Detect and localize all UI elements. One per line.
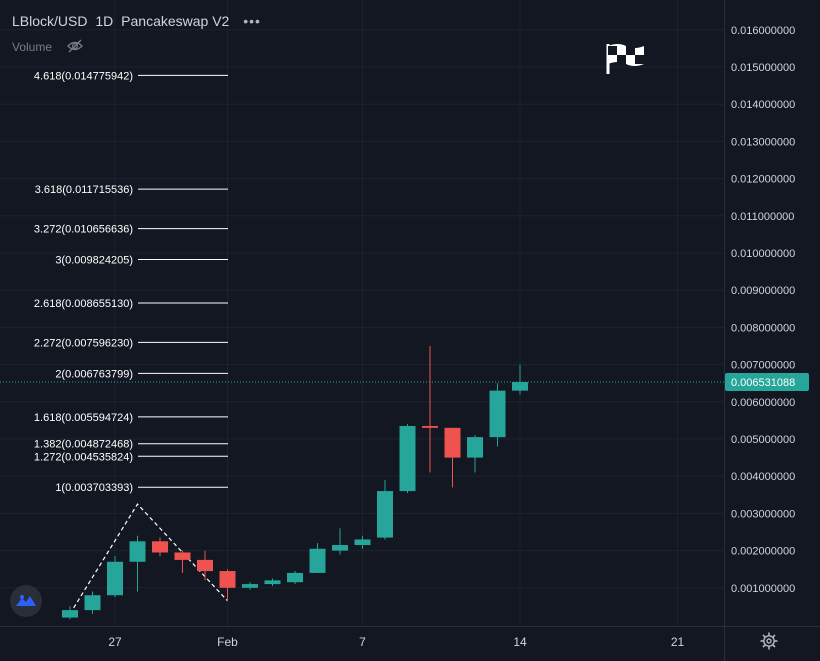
chart-header: LBlock/USD 1D Pancakeswap V2 •••: [12, 13, 265, 29]
y-axis-tick-label: 0.006000000: [731, 397, 795, 409]
current-price-badge: [725, 373, 809, 392]
y-axis-tick-label: 0.005000000: [731, 434, 795, 446]
fib-level-label: 2.272(0.007596230): [34, 337, 133, 349]
fib-level-label: 3.272(0.010656636): [34, 224, 133, 236]
y-axis-tick-label: 0.014000000: [731, 99, 795, 111]
gear-icon[interactable]: [760, 632, 778, 650]
y-axis-tick-label: 0.008000000: [731, 322, 795, 334]
interval-label[interactable]: 1D: [95, 13, 114, 29]
fib-level-label: 1.272(0.004535824): [34, 451, 133, 463]
y-axis-tick-label: 0.003000000: [731, 508, 795, 520]
y-axis-tick-label: 0.015000000: [731, 62, 795, 74]
candle-body-up: [309, 548, 326, 573]
candle-body-up: [399, 425, 416, 492]
candle-body-up: [377, 491, 393, 538]
candle-body-up: [62, 610, 78, 618]
y-axis-tick-label: 0.004000000: [731, 471, 795, 483]
y-axis-tick-label: 0.016000000: [731, 25, 795, 37]
x-axis-tick-label: Feb: [217, 635, 238, 649]
candle-body-up: [489, 390, 506, 438]
fib-level-label: 1(0.003703393): [55, 482, 133, 494]
exchange-name: Pancakeswap V2: [121, 13, 230, 29]
candle-body-down: [422, 425, 438, 428]
more-menu-button[interactable]: •••: [243, 13, 261, 29]
fib-level-label: 4.618(0.014775942): [34, 70, 133, 82]
current-price-label: 0.006531088: [731, 377, 795, 389]
y-axis-tick-label: 0.009000000: [731, 285, 795, 297]
candle-body-up: [264, 580, 281, 585]
y-axis-tick-label: 0.001000000: [731, 583, 795, 595]
fib-level-label: 1.618(0.005594724): [34, 412, 133, 424]
candle-body-up: [107, 561, 123, 596]
fib-trend-line: [69, 503, 228, 615]
y-axis-tick-label: 0.002000000: [731, 546, 795, 558]
fib-level-label: 3.618(0.011715536): [35, 184, 133, 196]
tradingview-logo-icon[interactable]: [10, 585, 42, 617]
candle-body-down: [444, 427, 461, 458]
x-axis-tick-label: 21: [671, 635, 685, 649]
candle-body-up: [467, 437, 483, 458]
y-axis-tick-label: 0.010000000: [731, 248, 795, 260]
symbol-name[interactable]: LBlock/USD: [12, 13, 88, 29]
candle-body-up: [242, 584, 258, 588]
fib-level-label: 2(0.006763799): [55, 368, 133, 380]
y-axis-tick-label: 0.013000000: [731, 136, 795, 148]
x-axis-tick-label: 7: [359, 635, 366, 649]
candle-body-up: [84, 595, 101, 611]
x-axis-tick-label: 14: [513, 635, 527, 649]
candle-body-up: [512, 382, 528, 391]
y-axis-tick-label: 0.007000000: [731, 360, 795, 372]
fib-level-label: 1.382(0.004872468): [34, 439, 133, 451]
candle-body-up: [287, 572, 303, 583]
y-axis-tick-label: 0.011000000: [731, 211, 794, 223]
candle-body-up: [332, 545, 348, 551]
candle-body-down: [197, 559, 213, 572]
candle-body-down: [174, 552, 191, 560]
eye-off-icon[interactable]: [66, 38, 84, 54]
x-axis-tick-label: 27: [108, 635, 122, 649]
fib-level-label: 2.618(0.008655130): [34, 298, 133, 310]
volume-label: Volume: [12, 40, 53, 54]
candle-body-down: [152, 541, 168, 553]
candle-body-up: [129, 541, 146, 562]
y-axis-tick-label: 0.012000000: [731, 174, 795, 186]
fib-level-label: 3(0.009824205): [55, 255, 133, 267]
candle-body-down: [219, 571, 236, 588]
candle-body-up: [354, 539, 371, 546]
checkered-flag-icon: [606, 44, 644, 74]
